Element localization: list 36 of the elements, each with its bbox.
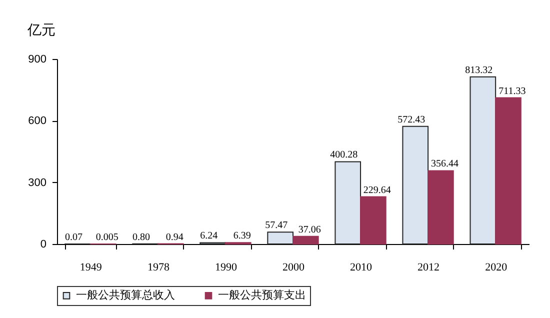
bar: [495, 97, 522, 244]
data-label: 572.43: [398, 114, 426, 126]
data-label: 57.47: [265, 220, 288, 232]
data-label: 711.33: [498, 86, 526, 97]
x-tick-label: 1990: [214, 262, 238, 274]
data-label: 0.94: [166, 232, 184, 243]
data-label: 229.64: [363, 184, 391, 196]
x-tick-label: 2020: [485, 262, 508, 274]
bar: [470, 76, 496, 244]
bar: [360, 196, 386, 244]
bar: [334, 161, 362, 244]
data-label: 0.005: [96, 232, 118, 243]
x-tick-label: 1949: [80, 262, 102, 274]
data-label: 356.44: [430, 158, 458, 170]
data-label: 0.07: [65, 232, 83, 243]
x-tick-label: 2012: [418, 262, 440, 274]
y-tick-label: 900: [28, 54, 46, 66]
data-label: 813.32: [465, 64, 493, 76]
x-tick-label: 2000: [282, 262, 305, 274]
data-label: 400.28: [330, 150, 358, 161]
x-tick-label: 2010: [350, 262, 373, 274]
bar: [402, 126, 429, 244]
y-tick-label: 600: [28, 115, 46, 128]
legend-label: 一般公共预算总收入: [76, 288, 175, 302]
y-tick-label: 0: [40, 238, 46, 250]
legend-label: 一般公共预算支出: [218, 288, 306, 302]
y-tick-label: 300: [28, 176, 46, 189]
data-label: 37.06: [298, 224, 321, 236]
x-tick-label: 1978: [147, 262, 170, 274]
data-label: 6.39: [233, 230, 251, 242]
bar: [267, 232, 294, 244]
bar: [292, 236, 319, 244]
data-label: 0.80: [132, 232, 150, 243]
bar: [428, 170, 454, 244]
y-axis-title: 亿元: [26, 22, 56, 38]
data-label: 6.24: [200, 230, 218, 242]
